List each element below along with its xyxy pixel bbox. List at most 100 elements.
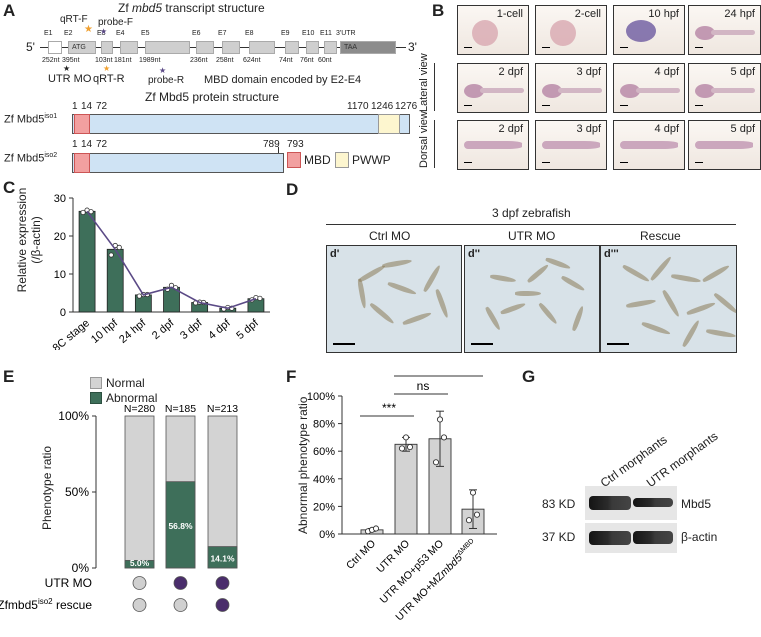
embryo-body — [626, 20, 656, 42]
embryo-head — [620, 84, 640, 98]
exon-size: 395nt — [62, 57, 80, 64]
chart-e-bar-normal — [124, 415, 155, 569]
micrograph: d'' — [464, 245, 600, 353]
embryo-body — [542, 141, 600, 149]
exon-inner-taa: TAA — [344, 44, 358, 51]
chart-f-ytick-label: 20% — [313, 501, 335, 513]
embryo-image: 10 hpf — [613, 5, 685, 55]
chart-f-point — [406, 444, 414, 451]
iso2-tick-789: 789 — [263, 139, 280, 150]
larva — [499, 301, 527, 316]
exon-e7 — [222, 41, 240, 54]
larva — [670, 273, 702, 284]
larva — [571, 305, 585, 332]
exon-e3 — [101, 41, 113, 54]
micrograph-tag: d' — [330, 248, 340, 260]
embryo-stage-label: 3 dpf — [576, 123, 601, 135]
band-mbd5-utr — [633, 498, 673, 507]
chart-f-ytick-label: 80% — [313, 419, 335, 431]
exon-e4 — [120, 41, 138, 54]
embryo-head — [542, 84, 562, 98]
exon-e6 — [196, 41, 214, 54]
exon-size: 624nt — [243, 57, 261, 64]
chart-e-n-label: N=213 — [207, 403, 238, 415]
chart-c-xtick-label: 3 dpf — [178, 317, 205, 343]
exon-size: 76nt — [300, 57, 314, 64]
chart-c-ytick-label: 20 — [54, 231, 66, 243]
larva — [701, 263, 731, 284]
chart-e-matrix-dot — [173, 576, 188, 590]
embryo-tail — [558, 88, 602, 93]
exon-e10 — [306, 41, 319, 54]
embryo-head — [464, 84, 484, 98]
chart-e-bar-abnormal — [165, 481, 196, 569]
embryo-body — [620, 141, 678, 149]
chart-f-bar — [394, 443, 418, 535]
probe-r-label: probe-R — [148, 75, 185, 86]
iso1-label: Zf Mbd5iso1 — [4, 113, 58, 126]
chart-e-abnormal-label: 56.8% — [168, 521, 193, 531]
utr-mo-label: UTR MO — [48, 73, 92, 85]
scale-bar — [695, 162, 703, 163]
iso2-tick-72: 72 — [96, 139, 108, 150]
embryo-image: 4 dpf — [613, 120, 685, 170]
iso1-tick-1170: 1170 — [347, 101, 369, 112]
scale-bar — [620, 47, 628, 48]
chart-e-matrix-label: UTR MO — [45, 576, 92, 590]
panel-label-b: B — [432, 1, 445, 20]
larva — [381, 258, 413, 269]
exon-name: E2 — [64, 30, 73, 37]
chart-f-ytick-label: 40% — [313, 474, 335, 486]
scale-bar — [542, 162, 550, 163]
chart-f-ytick-label: 0% — [319, 529, 335, 541]
chart-e-ytick-label: 100% — [58, 409, 89, 423]
larva — [649, 255, 673, 282]
larva — [526, 263, 550, 284]
iso1-protein-bar — [72, 114, 410, 134]
legend-pwwp-label: PWWP — [352, 153, 391, 167]
legend-abnormal-swatch — [90, 392, 102, 404]
scale-bar — [620, 105, 628, 106]
scale-bar — [471, 343, 493, 345]
chart-f-point — [440, 434, 448, 441]
larva — [387, 281, 417, 296]
chart-f-point — [432, 459, 440, 466]
qrt-r-label: qRT-R — [93, 73, 125, 85]
exon-e5 — [145, 41, 190, 54]
panel-label-g: G — [522, 367, 536, 386]
chart-e-matrix-dot — [215, 576, 230, 590]
chart-c-xtick-label: 4 dpf — [206, 317, 233, 343]
iso2-mbd-domain — [74, 153, 90, 173]
five-prime-label: 5' — [26, 40, 35, 54]
chart-f-ytick-label: 100% — [307, 391, 335, 403]
chart-c-ytick-label: 0 — [60, 307, 66, 319]
band-actin-ctrl — [589, 531, 631, 545]
kd-83: 83 KD — [542, 497, 576, 511]
iso1-pwwp-domain — [378, 114, 400, 134]
exon-e2: ATG — [68, 41, 96, 54]
chart-e-matrix-label: Zfmbd5iso2 rescue — [0, 597, 92, 612]
chart-f-point — [398, 445, 406, 452]
embryo-stage-label: 4 dpf — [654, 66, 679, 78]
larva — [356, 278, 368, 309]
embryo-tail — [480, 88, 524, 93]
exon-e11 — [324, 41, 337, 54]
utr-mo-star-icon: ★ — [63, 64, 71, 73]
lateral-bracket — [434, 63, 445, 111]
larva — [681, 319, 701, 348]
iso1-tick-72: 72 — [96, 101, 108, 112]
matrix-label-tail: rescue — [53, 598, 93, 612]
larva — [661, 289, 681, 318]
kd-37: 37 KD — [542, 530, 576, 544]
embryo-stage-label: 5 dpf — [730, 66, 755, 78]
iso2-protein-bar — [72, 153, 284, 173]
embryo-stage-label: 4 dpf — [654, 123, 679, 135]
band-mbd5-ctrl — [589, 496, 631, 510]
chart-e-abnormal-label: 5.0% — [130, 558, 150, 568]
chart-c-point — [108, 252, 114, 258]
qrt-f-label: qRT-F — [60, 14, 88, 25]
probe-r-star-icon: ★ — [159, 66, 167, 75]
embryo-image: 3 dpf — [535, 120, 607, 170]
dorsal-bracket — [434, 120, 445, 168]
